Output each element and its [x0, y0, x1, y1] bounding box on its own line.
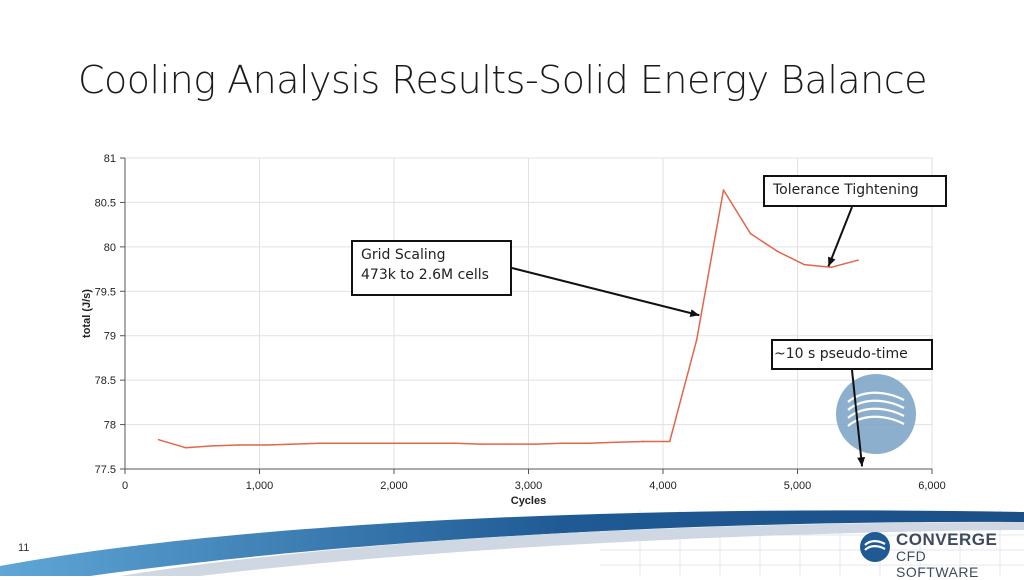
annotation-pseudo-time: ~10 s pseudo-time [771, 339, 933, 370]
converge-watermark-icon [836, 374, 916, 454]
data-point [588, 442, 590, 445]
data-point [615, 441, 617, 444]
annotation-line: 473k to 2.6M cells [361, 267, 489, 283]
annotation-line: Grid Scaling [361, 247, 446, 263]
data-point [642, 440, 644, 443]
x-tick-label: 4,000 [649, 480, 677, 492]
y-tick-label: 79.5 [95, 286, 116, 298]
data-point [319, 442, 321, 445]
data-point [346, 442, 348, 445]
watermark-stroke [847, 415, 905, 427]
slide-title: Cooling Analysis Results-Solid Energy Ba… [78, 58, 928, 102]
data-point [803, 263, 806, 266]
data-point [426, 442, 429, 445]
data-point [453, 442, 456, 445]
data-point [722, 189, 725, 191]
y-tick-label: 77.5 [95, 464, 116, 476]
x-tick-label: 5,000 [784, 480, 812, 492]
data-point [534, 443, 537, 445]
y-axis-title: total (J/s) [81, 289, 93, 338]
watermark-stroke [847, 391, 905, 403]
brand-tagline: CFD SOFTWARE [896, 548, 979, 580]
x-axis-title: Cycles [511, 495, 546, 507]
annotation-line: ~10 s pseudo-time [774, 346, 908, 362]
brand-logo: CONVERGE CFD SOFTWARE [858, 530, 1008, 580]
data-point [373, 442, 375, 445]
annotation-arrow [851, 369, 864, 467]
converge-swirl-icon [860, 532, 890, 562]
x-tick-label: 0 [122, 480, 128, 492]
brand-name: CONVERGE [896, 530, 998, 549]
data-point [776, 250, 779, 253]
chart-tick-labels: 0 1,000 2,000 3,000 4,000 5,000 6,000 77.5 78 78.… [95, 153, 946, 492]
watermark-stroke [847, 407, 905, 419]
y-tick-label: 79 [104, 331, 116, 343]
y-tick-label: 80.5 [95, 197, 116, 209]
annotation-line: Tolerance Tightening [773, 182, 919, 198]
y-tick-label: 80 [104, 242, 116, 254]
y-tick-label: 81 [104, 153, 116, 165]
annotation-arrow-head [828, 256, 836, 267]
annotation-grid-scaling: Grid Scaling 473k to 2.6M cells [351, 240, 512, 296]
footer-swoosh [0, 510, 1024, 576]
data-point [749, 232, 752, 235]
data-point [830, 266, 832, 269]
data-point [157, 438, 160, 441]
data-point [857, 259, 859, 261]
data-point [292, 443, 294, 445]
data-point [184, 446, 187, 449]
footer-swoosh-light [120, 522, 1024, 576]
data-point [695, 339, 698, 341]
chart-axes [120, 157, 933, 474]
y-tick-label: 78.5 [95, 375, 116, 387]
page-number: 11 [18, 542, 30, 554]
chart-series [157, 189, 859, 449]
annotation-tolerance-tightening: Tolerance Tightening [763, 175, 947, 207]
data-point [561, 442, 563, 445]
data-point [211, 445, 214, 447]
x-tick-label: 2,000 [380, 480, 408, 492]
watermark-stroke [847, 399, 905, 411]
annotation-arrow [827, 206, 853, 267]
data-point [265, 444, 268, 446]
data-point [480, 443, 483, 445]
x-tick-label: 3,000 [515, 480, 543, 492]
data-point [507, 443, 510, 445]
annotation-arrow-head [857, 456, 866, 467]
data-point [238, 444, 241, 446]
data-point [668, 440, 671, 443]
data-point [399, 442, 402, 445]
x-tick-label: 6,000 [918, 480, 946, 492]
annotation-arrow [511, 267, 700, 317]
annotation-arrow-head [689, 309, 700, 317]
x-tick-label: 1,000 [246, 480, 274, 492]
y-tick-label: 78 [104, 420, 116, 432]
annotation-arrows [511, 206, 866, 467]
watermark-circle [836, 374, 916, 454]
series-line [158, 189, 859, 449]
